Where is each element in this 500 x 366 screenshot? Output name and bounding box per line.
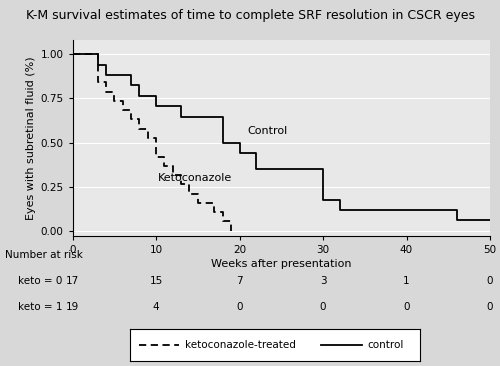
Text: control: control [368, 340, 404, 350]
Text: 0: 0 [487, 302, 493, 312]
Text: Control: Control [248, 126, 288, 136]
Text: 0: 0 [487, 276, 493, 286]
Text: keto = 1: keto = 1 [18, 302, 62, 312]
Y-axis label: Eyes with subretinal fluid (%): Eyes with subretinal fluid (%) [26, 56, 36, 220]
Text: 3: 3 [320, 276, 326, 286]
Text: 15: 15 [150, 276, 162, 286]
Text: keto = 0: keto = 0 [18, 276, 62, 286]
Text: 1: 1 [403, 276, 410, 286]
Text: 4: 4 [152, 302, 160, 312]
Text: 7: 7 [236, 276, 243, 286]
Text: 0: 0 [236, 302, 243, 312]
Text: ketoconazole-treated: ketoconazole-treated [185, 340, 296, 350]
Text: 0: 0 [403, 302, 410, 312]
Text: K-M survival estimates of time to complete SRF resolution in CSCR eyes: K-M survival estimates of time to comple… [26, 9, 474, 22]
Text: Ketoconazole: Ketoconazole [158, 172, 232, 183]
Text: 0: 0 [320, 302, 326, 312]
Text: 17: 17 [66, 276, 79, 286]
Text: Number at risk: Number at risk [5, 250, 83, 259]
X-axis label: Weeks after presentation: Weeks after presentation [211, 259, 352, 269]
Text: 19: 19 [66, 302, 79, 312]
